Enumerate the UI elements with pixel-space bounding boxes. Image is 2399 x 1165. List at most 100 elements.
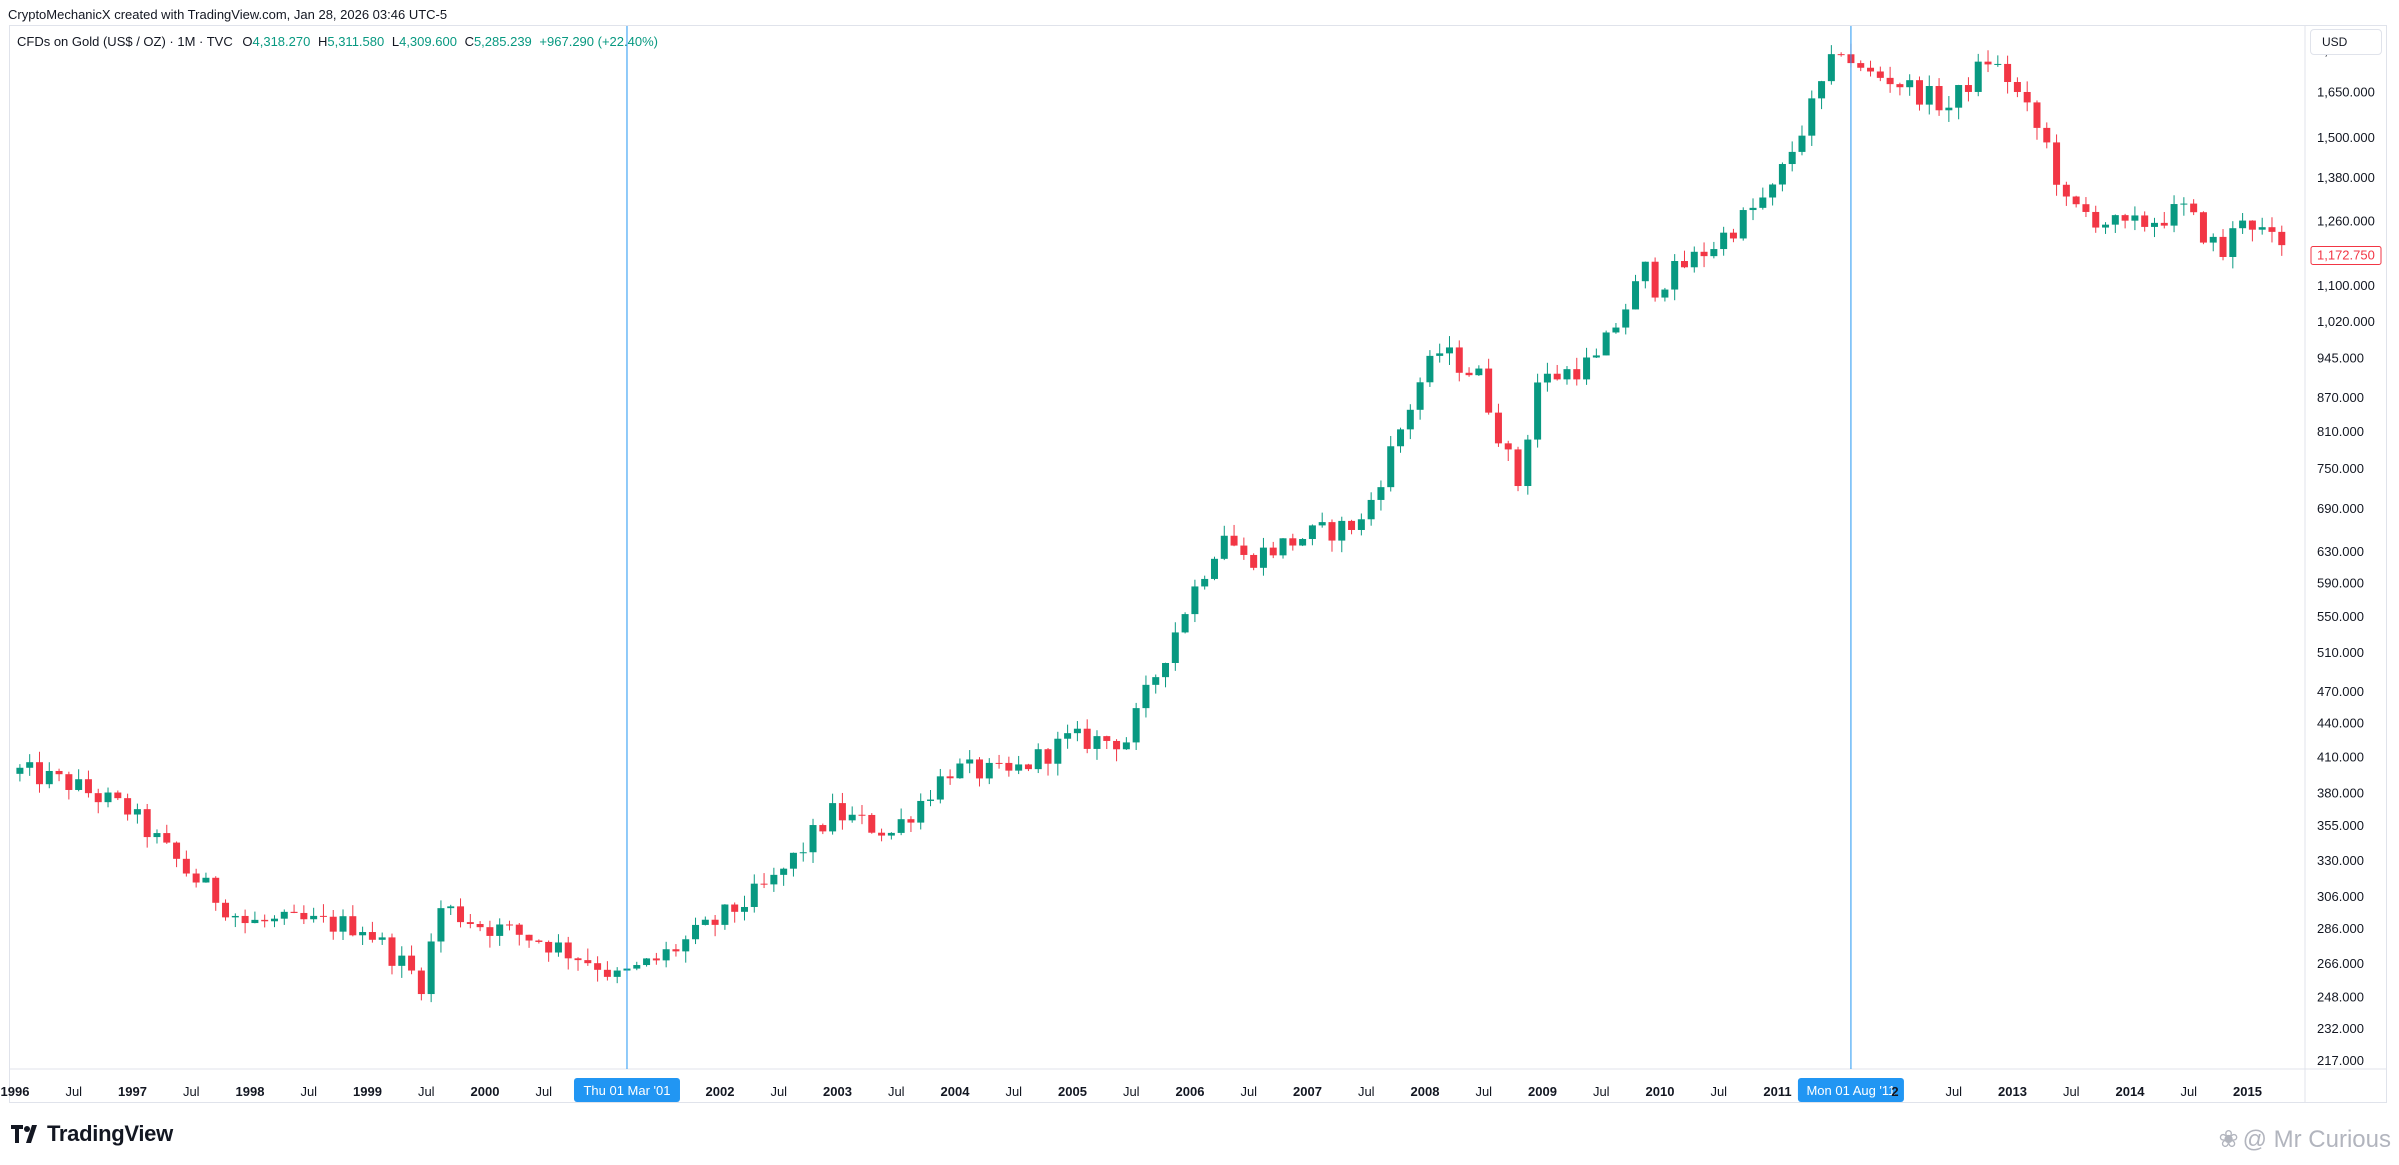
last-price-label: 1,172.750	[2317, 248, 2375, 263]
candle	[692, 917, 700, 945]
candle	[1122, 737, 1130, 750]
candle-body	[633, 965, 641, 969]
candle-body	[1925, 86, 1933, 105]
candle	[1328, 519, 1336, 552]
x-tick-label: 2009	[1528, 1084, 1557, 1099]
candle-body	[770, 874, 778, 885]
candle-body	[2160, 222, 2168, 226]
candle-body	[1915, 80, 1923, 105]
candle	[603, 961, 611, 981]
candle-body	[45, 770, 53, 785]
y-tick-label: 810.000	[2317, 424, 2364, 439]
candle-body	[692, 924, 700, 940]
y-tick-label: 1,260.000	[2317, 213, 2375, 228]
candle-body	[721, 904, 729, 925]
candle	[1553, 364, 1561, 381]
candle	[339, 909, 347, 941]
candle	[1269, 541, 1277, 559]
candle	[2170, 195, 2178, 233]
y-tick-label: 470.000	[2317, 684, 2364, 699]
candle-body	[1279, 538, 1287, 556]
x-tick-label: 2008	[1411, 1084, 1440, 1099]
time-axis[interactable]: 1996 Jul 1997 Jul 1998 Jul 1999 Jul 2000 Jul 2002 J…	[1, 1084, 2262, 1099]
candle	[1230, 524, 1238, 547]
x-tick-label: 2007	[1293, 1084, 1322, 1099]
candle	[1867, 60, 1875, 77]
candle	[858, 805, 866, 825]
candle	[770, 867, 778, 892]
x-tick-label: 2005	[1058, 1084, 1087, 1099]
candle-body	[153, 833, 161, 838]
candle	[1622, 303, 1630, 335]
candle	[1083, 719, 1091, 754]
candle	[1524, 434, 1532, 495]
symbol-legend: CFDs on Gold (US$ / OZ) · 1M · TVC O4,31…	[17, 34, 658, 49]
marker-date-label: Mon 01 Aug '11	[1806, 1083, 1895, 1098]
candle-body	[133, 809, 141, 815]
candle-body	[1955, 85, 1963, 108]
candle-body	[1416, 382, 1424, 410]
candle-body	[1680, 261, 1688, 268]
candle-body	[1573, 369, 1581, 380]
candle-body	[1073, 728, 1081, 734]
candle-body	[1122, 742, 1130, 750]
candle	[2121, 213, 2129, 229]
candle-body	[2248, 220, 2256, 230]
candle-body	[1534, 382, 1542, 440]
candle-body	[368, 932, 376, 940]
candle	[173, 841, 181, 868]
candle	[1103, 735, 1111, 750]
candle-body	[26, 762, 34, 768]
candle-body	[2023, 91, 2031, 103]
x-tick-label: 2006	[1176, 1084, 1205, 1099]
y-tick-label: 590.000	[2317, 575, 2364, 590]
candle	[349, 905, 357, 937]
candle	[1651, 257, 1659, 302]
candle-body	[946, 776, 954, 779]
y-tick-label: 870.000	[2317, 390, 2364, 405]
legend-close-label: C	[464, 34, 474, 49]
x-tick-label: Jul	[65, 1084, 82, 1099]
candle-body	[1269, 547, 1277, 556]
candle	[2268, 217, 2276, 243]
candle	[1357, 513, 1365, 536]
price-axis[interactable]: 1,800.0001,650.0001,500.0001,380.0001,26…	[2310, 43, 2382, 1068]
candle	[1142, 675, 1150, 718]
candle	[946, 769, 954, 785]
candle-body	[300, 912, 308, 920]
candle	[1455, 340, 1463, 382]
candle	[2248, 220, 2256, 242]
candle	[966, 750, 974, 774]
candle-body	[1367, 499, 1375, 520]
candle	[535, 939, 543, 944]
legend-symbol[interactable]: CFDs on Gold (US$ / OZ) · 1M · TVC	[17, 34, 233, 49]
candle	[1348, 519, 1356, 535]
candle	[329, 909, 337, 940]
candle-body	[525, 934, 533, 941]
candle	[2043, 122, 2051, 149]
candle	[2062, 181, 2070, 206]
candle-body	[2072, 196, 2080, 205]
candle-body	[2043, 127, 2051, 143]
currency-button[interactable]: USD	[2310, 29, 2382, 55]
candle-body	[1661, 289, 1669, 298]
y-tick-label: 550.000	[2317, 609, 2364, 624]
x-tick-label: Jul	[2063, 1084, 2080, 1099]
candle-body	[1181, 614, 1189, 633]
y-tick-label: 510.000	[2317, 645, 2364, 660]
candle	[1377, 480, 1385, 511]
candle-body	[388, 937, 396, 966]
candle-body	[858, 814, 866, 816]
candle-body	[731, 904, 739, 912]
candle	[153, 829, 161, 844]
candle-body	[594, 963, 602, 970]
candle	[2150, 217, 2158, 238]
x-tick-label: 2013	[1998, 1084, 2027, 1099]
candle-body	[1837, 54, 1845, 56]
candle	[760, 873, 768, 889]
candle	[1818, 80, 1826, 110]
tradingview-logo[interactable]: TradingView	[11, 1121, 173, 1147]
candle-body	[1553, 373, 1561, 380]
candle-body	[1612, 327, 1620, 333]
